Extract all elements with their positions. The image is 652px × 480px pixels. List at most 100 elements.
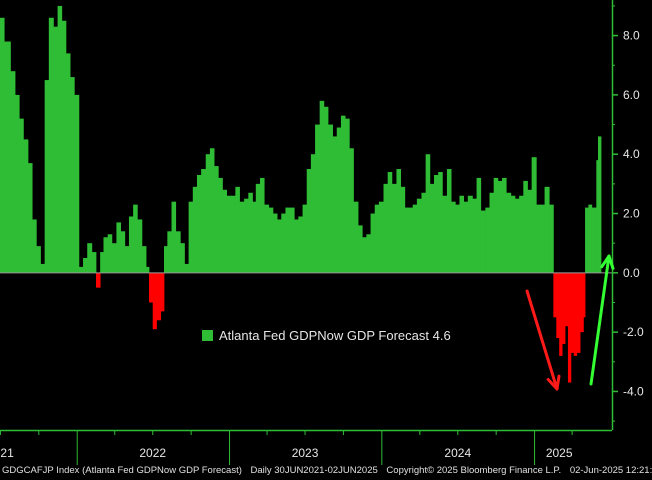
bar bbox=[137, 219, 143, 273]
y-tick-label: 4.0 bbox=[623, 147, 640, 161]
bar bbox=[489, 192, 495, 273]
bar bbox=[83, 258, 88, 273]
bar bbox=[556, 272, 560, 339]
bar bbox=[65, 53, 71, 273]
bar bbox=[446, 169, 452, 273]
red-arrow-down bbox=[525, 289, 561, 391]
y-tick-label: 8.0 bbox=[623, 29, 640, 43]
bar bbox=[549, 204, 554, 273]
legend: Atlanta Fed GDPNow GDP Forecast 4.6 bbox=[202, 328, 451, 343]
bar bbox=[148, 272, 154, 303]
bar bbox=[196, 174, 202, 273]
bar bbox=[184, 263, 190, 273]
bar bbox=[455, 204, 460, 273]
bar bbox=[0, 17, 5, 273]
bar bbox=[391, 183, 397, 273]
footer-copyright: Copyright© 2025 Bloomberg Finance L.P. bbox=[386, 465, 562, 476]
y-tick-label: -4.0 bbox=[623, 384, 644, 398]
bar bbox=[576, 272, 581, 353]
bar bbox=[23, 139, 29, 273]
bar bbox=[239, 201, 245, 273]
bar bbox=[268, 207, 274, 273]
bar bbox=[463, 201, 469, 273]
bar bbox=[506, 192, 512, 273]
y-tick-label: -2.0 bbox=[623, 325, 644, 339]
bar bbox=[226, 195, 232, 273]
bar bbox=[306, 169, 312, 273]
bar bbox=[536, 204, 541, 273]
bar bbox=[319, 100, 325, 273]
bar bbox=[531, 157, 537, 273]
bar bbox=[345, 118, 350, 273]
bar bbox=[78, 266, 84, 273]
x-tick-label: 2024 bbox=[444, 446, 471, 460]
bar bbox=[281, 213, 286, 273]
bar bbox=[502, 177, 507, 273]
bar bbox=[493, 177, 499, 273]
bar bbox=[485, 207, 490, 273]
x-tick-label: 2025 bbox=[546, 446, 573, 460]
bar bbox=[285, 207, 291, 273]
bar bbox=[416, 198, 422, 273]
bar bbox=[451, 201, 456, 273]
bar bbox=[438, 172, 443, 273]
bar bbox=[44, 80, 50, 273]
bar bbox=[272, 213, 278, 273]
bar bbox=[328, 124, 333, 273]
y-axis: 8.0 6.0 4.0 2.0 0.0 -2.0 -4.0 bbox=[611, 0, 644, 430]
bar bbox=[480, 210, 486, 273]
bar bbox=[580, 272, 584, 333]
bar bbox=[425, 154, 431, 273]
bar bbox=[476, 177, 482, 273]
bar bbox=[591, 207, 596, 273]
bar bbox=[562, 272, 566, 344]
bar bbox=[188, 201, 194, 273]
x-axis: 2021 2022 2023 2024 2025 bbox=[0, 429, 612, 465]
bar bbox=[107, 234, 113, 273]
bar bbox=[70, 77, 75, 273]
bar bbox=[459, 195, 465, 273]
bar bbox=[336, 127, 342, 273]
bar bbox=[248, 192, 253, 273]
bar bbox=[400, 186, 406, 273]
bar bbox=[218, 177, 223, 273]
bar bbox=[48, 17, 54, 273]
bar bbox=[527, 189, 533, 273]
bar bbox=[567, 272, 572, 383]
bar bbox=[323, 106, 329, 273]
bar bbox=[235, 186, 240, 273]
bar bbox=[255, 183, 261, 273]
x-tick-label: 2021 bbox=[0, 446, 14, 460]
bar bbox=[4, 41, 11, 273]
bar bbox=[596, 160, 599, 273]
bar bbox=[340, 115, 346, 273]
bar bbox=[164, 246, 168, 273]
bar bbox=[434, 174, 439, 273]
bar bbox=[57, 5, 63, 273]
bar bbox=[222, 189, 227, 273]
bar bbox=[294, 219, 299, 273]
bar bbox=[259, 177, 265, 273]
x-tick-label: 2023 bbox=[292, 446, 319, 460]
bar bbox=[421, 192, 427, 273]
bar bbox=[167, 231, 172, 273]
bar bbox=[27, 163, 33, 273]
bar bbox=[146, 266, 150, 273]
footer: GDGCAFJP Index (Atlanta Fed GDPNow GDP F… bbox=[2, 465, 652, 476]
bar bbox=[156, 272, 162, 321]
y-tick-label: 0.0 bbox=[623, 266, 640, 280]
bar bbox=[497, 180, 503, 273]
bar bbox=[264, 204, 270, 273]
bar bbox=[565, 272, 569, 327]
bar bbox=[310, 154, 316, 273]
bar bbox=[32, 219, 37, 273]
annotation-arrows bbox=[525, 254, 615, 391]
footer-range: Daily 30JUN2021-02JUN2025 bbox=[250, 465, 378, 476]
bar bbox=[408, 207, 414, 273]
bar bbox=[370, 213, 376, 273]
bar bbox=[87, 243, 93, 273]
bar bbox=[91, 252, 97, 273]
bar bbox=[404, 207, 409, 273]
bar bbox=[180, 243, 185, 273]
bar bbox=[277, 219, 282, 273]
